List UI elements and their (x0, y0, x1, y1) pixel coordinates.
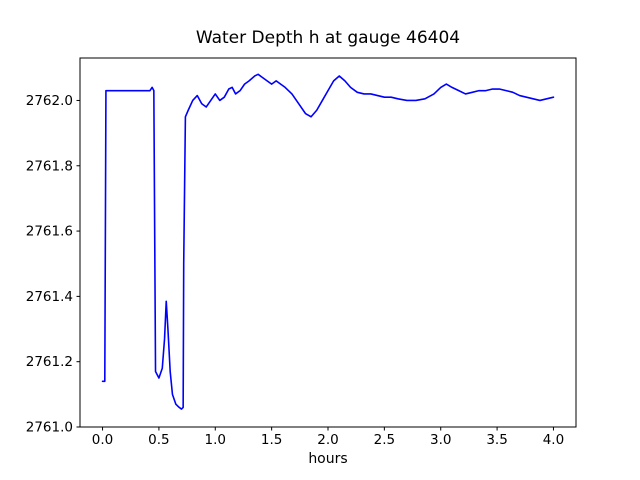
x-axis-label: hours (308, 451, 347, 467)
y-tick-label: 2761.0 (26, 420, 73, 436)
y-tick-label: 2761.6 (26, 224, 73, 240)
series-lines (101, 73, 555, 410)
x-tick-label: 3.0 (430, 432, 451, 448)
axis-ticks: 0.0 0.5 1.0 1.5 2.0 2.5 3.0 3.5 4.0 2761.0 2761.2 2… (26, 93, 564, 448)
chart-title: Water Depth h at gauge 46404 (196, 28, 460, 48)
x-tick-label: 2.0 (317, 432, 338, 448)
y-tick-label: 2761.8 (26, 158, 73, 174)
x-tick-label: 3.5 (486, 432, 507, 448)
y-tick-label: 2761.2 (26, 354, 73, 370)
x-tick-label: 1.5 (261, 432, 282, 448)
x-tick-label: 4.0 (543, 432, 564, 448)
data-line (101, 73, 555, 410)
y-tick-label: 2761.4 (26, 289, 73, 305)
x-tick-label: 2.5 (374, 432, 395, 448)
x-tick-label: 0.0 (92, 432, 113, 448)
x-tick-label: 1.0 (205, 432, 226, 448)
x-tick-label: 0.5 (148, 432, 169, 448)
y-tick-label: 2762.0 (26, 93, 73, 109)
plot-area: 0.0 0.5 1.0 1.5 2.0 2.5 3.0 3.5 4.0 2761.0 2761.2 2… (26, 57, 577, 448)
